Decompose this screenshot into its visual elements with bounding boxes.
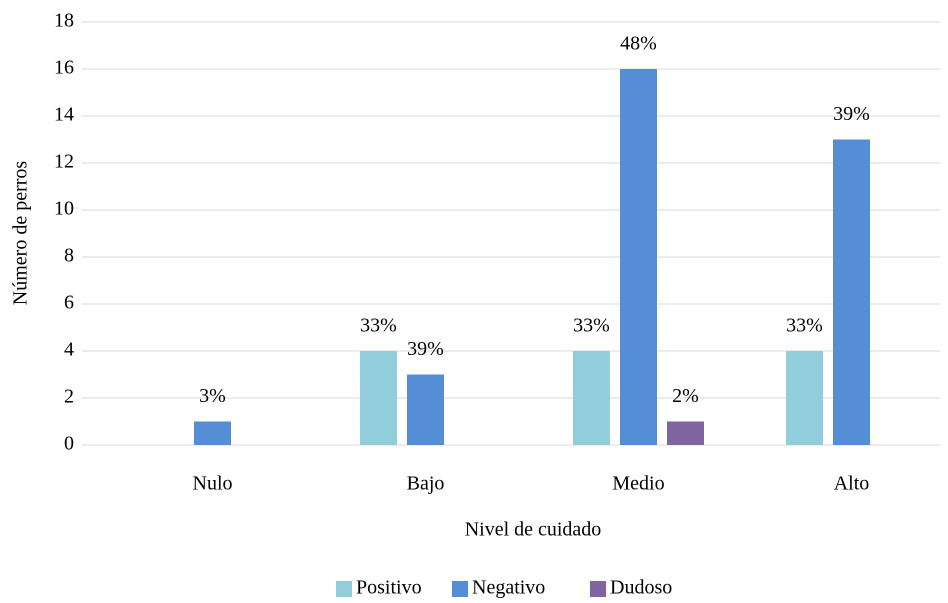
y-tick-label: 10 xyxy=(54,198,74,220)
bar xyxy=(573,351,610,445)
data-label: 39% xyxy=(833,103,870,125)
y-tick-label: 4 xyxy=(64,339,74,361)
data-label: 2% xyxy=(672,385,699,407)
x-tick-label: Medio xyxy=(612,473,664,495)
x-tick-label: Bajo xyxy=(407,473,445,495)
bar xyxy=(786,351,823,445)
legend-label: Negativo xyxy=(472,577,545,599)
legend-label: Dudoso xyxy=(610,577,672,599)
bar xyxy=(667,421,704,445)
bar xyxy=(407,374,444,445)
data-label: 33% xyxy=(573,315,610,337)
bar xyxy=(620,69,657,445)
legend-swatch xyxy=(336,581,352,597)
data-label: 33% xyxy=(786,315,823,337)
y-tick-label: 14 xyxy=(54,104,74,126)
x-axis-label: Nivel de cuidado xyxy=(465,519,602,541)
data-label: 33% xyxy=(360,315,397,337)
y-tick-label: 6 xyxy=(64,292,74,314)
legend-swatch xyxy=(590,581,606,597)
x-tick-label: Alto xyxy=(834,473,870,495)
y-tick-label: 16 xyxy=(54,57,74,79)
legend-swatch xyxy=(452,581,468,597)
y-tick-label: 18 xyxy=(54,10,74,32)
legend-label: Positivo xyxy=(356,577,422,599)
y-tick-label: 12 xyxy=(54,151,74,173)
data-label: 39% xyxy=(407,338,444,360)
y-tick-label: 0 xyxy=(64,433,74,455)
bar xyxy=(360,351,397,445)
bar xyxy=(194,421,231,445)
y-tick-label: 8 xyxy=(64,245,74,267)
bar xyxy=(833,139,870,445)
data-label: 48% xyxy=(620,33,657,55)
x-tick-label: Nulo xyxy=(193,473,233,495)
data-label: 3% xyxy=(199,385,226,407)
y-tick-label: 2 xyxy=(64,386,74,408)
y-axis-label: Número de perros xyxy=(10,161,32,306)
